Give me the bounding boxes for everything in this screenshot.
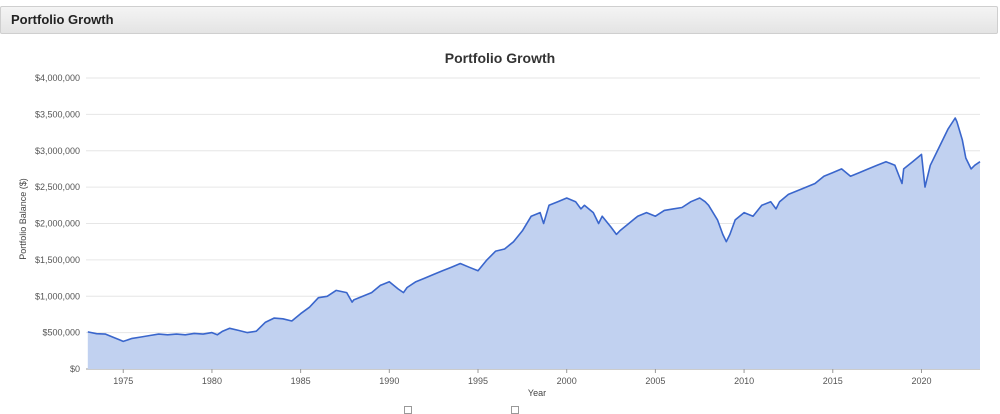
x-tick-label: 2000 xyxy=(557,376,577,386)
x-axis-label: Year xyxy=(528,388,546,398)
x-tick-label: 1995 xyxy=(468,376,488,386)
y-tick-label: $2,000,000 xyxy=(35,219,80,229)
panel-title: Portfolio Growth xyxy=(11,12,114,27)
y-axis-label: Portfolio Balance ($) xyxy=(18,178,28,260)
x-tick-label: 2005 xyxy=(645,376,665,386)
y-tick-label: $4,000,000 xyxy=(35,73,80,83)
legend-checkbox-1[interactable] xyxy=(404,406,412,414)
y-tick-label: $3,000,000 xyxy=(35,146,80,156)
chart-title: Portfolio Growth xyxy=(445,50,555,66)
x-tick-label: 2020 xyxy=(911,376,931,386)
legend-checkbox-2[interactable] xyxy=(511,406,519,414)
portfolio-growth-chart: Portfolio Growth $0 $500,000 $1,000,000 $1,… xyxy=(18,50,981,398)
y-tick-label: $1,500,000 xyxy=(35,255,80,265)
y-tick-label: $500,000 xyxy=(42,328,80,338)
x-tick-label: 1980 xyxy=(202,376,222,386)
x-tick-label: 2010 xyxy=(734,376,754,386)
y-tick-label: $0 xyxy=(70,364,80,374)
series-line xyxy=(87,117,981,343)
y-tick-label: $3,500,000 xyxy=(35,109,80,119)
x-tick-label: 1975 xyxy=(113,376,133,386)
y-tick-label: $1,000,000 xyxy=(35,291,80,301)
panel-header: Portfolio Growth xyxy=(0,6,998,34)
x-tick-label: 2015 xyxy=(823,376,843,386)
x-tick-label: 1985 xyxy=(291,376,311,386)
y-tick-label: $2,500,000 xyxy=(35,182,80,192)
x-tick-label: 1990 xyxy=(379,376,399,386)
